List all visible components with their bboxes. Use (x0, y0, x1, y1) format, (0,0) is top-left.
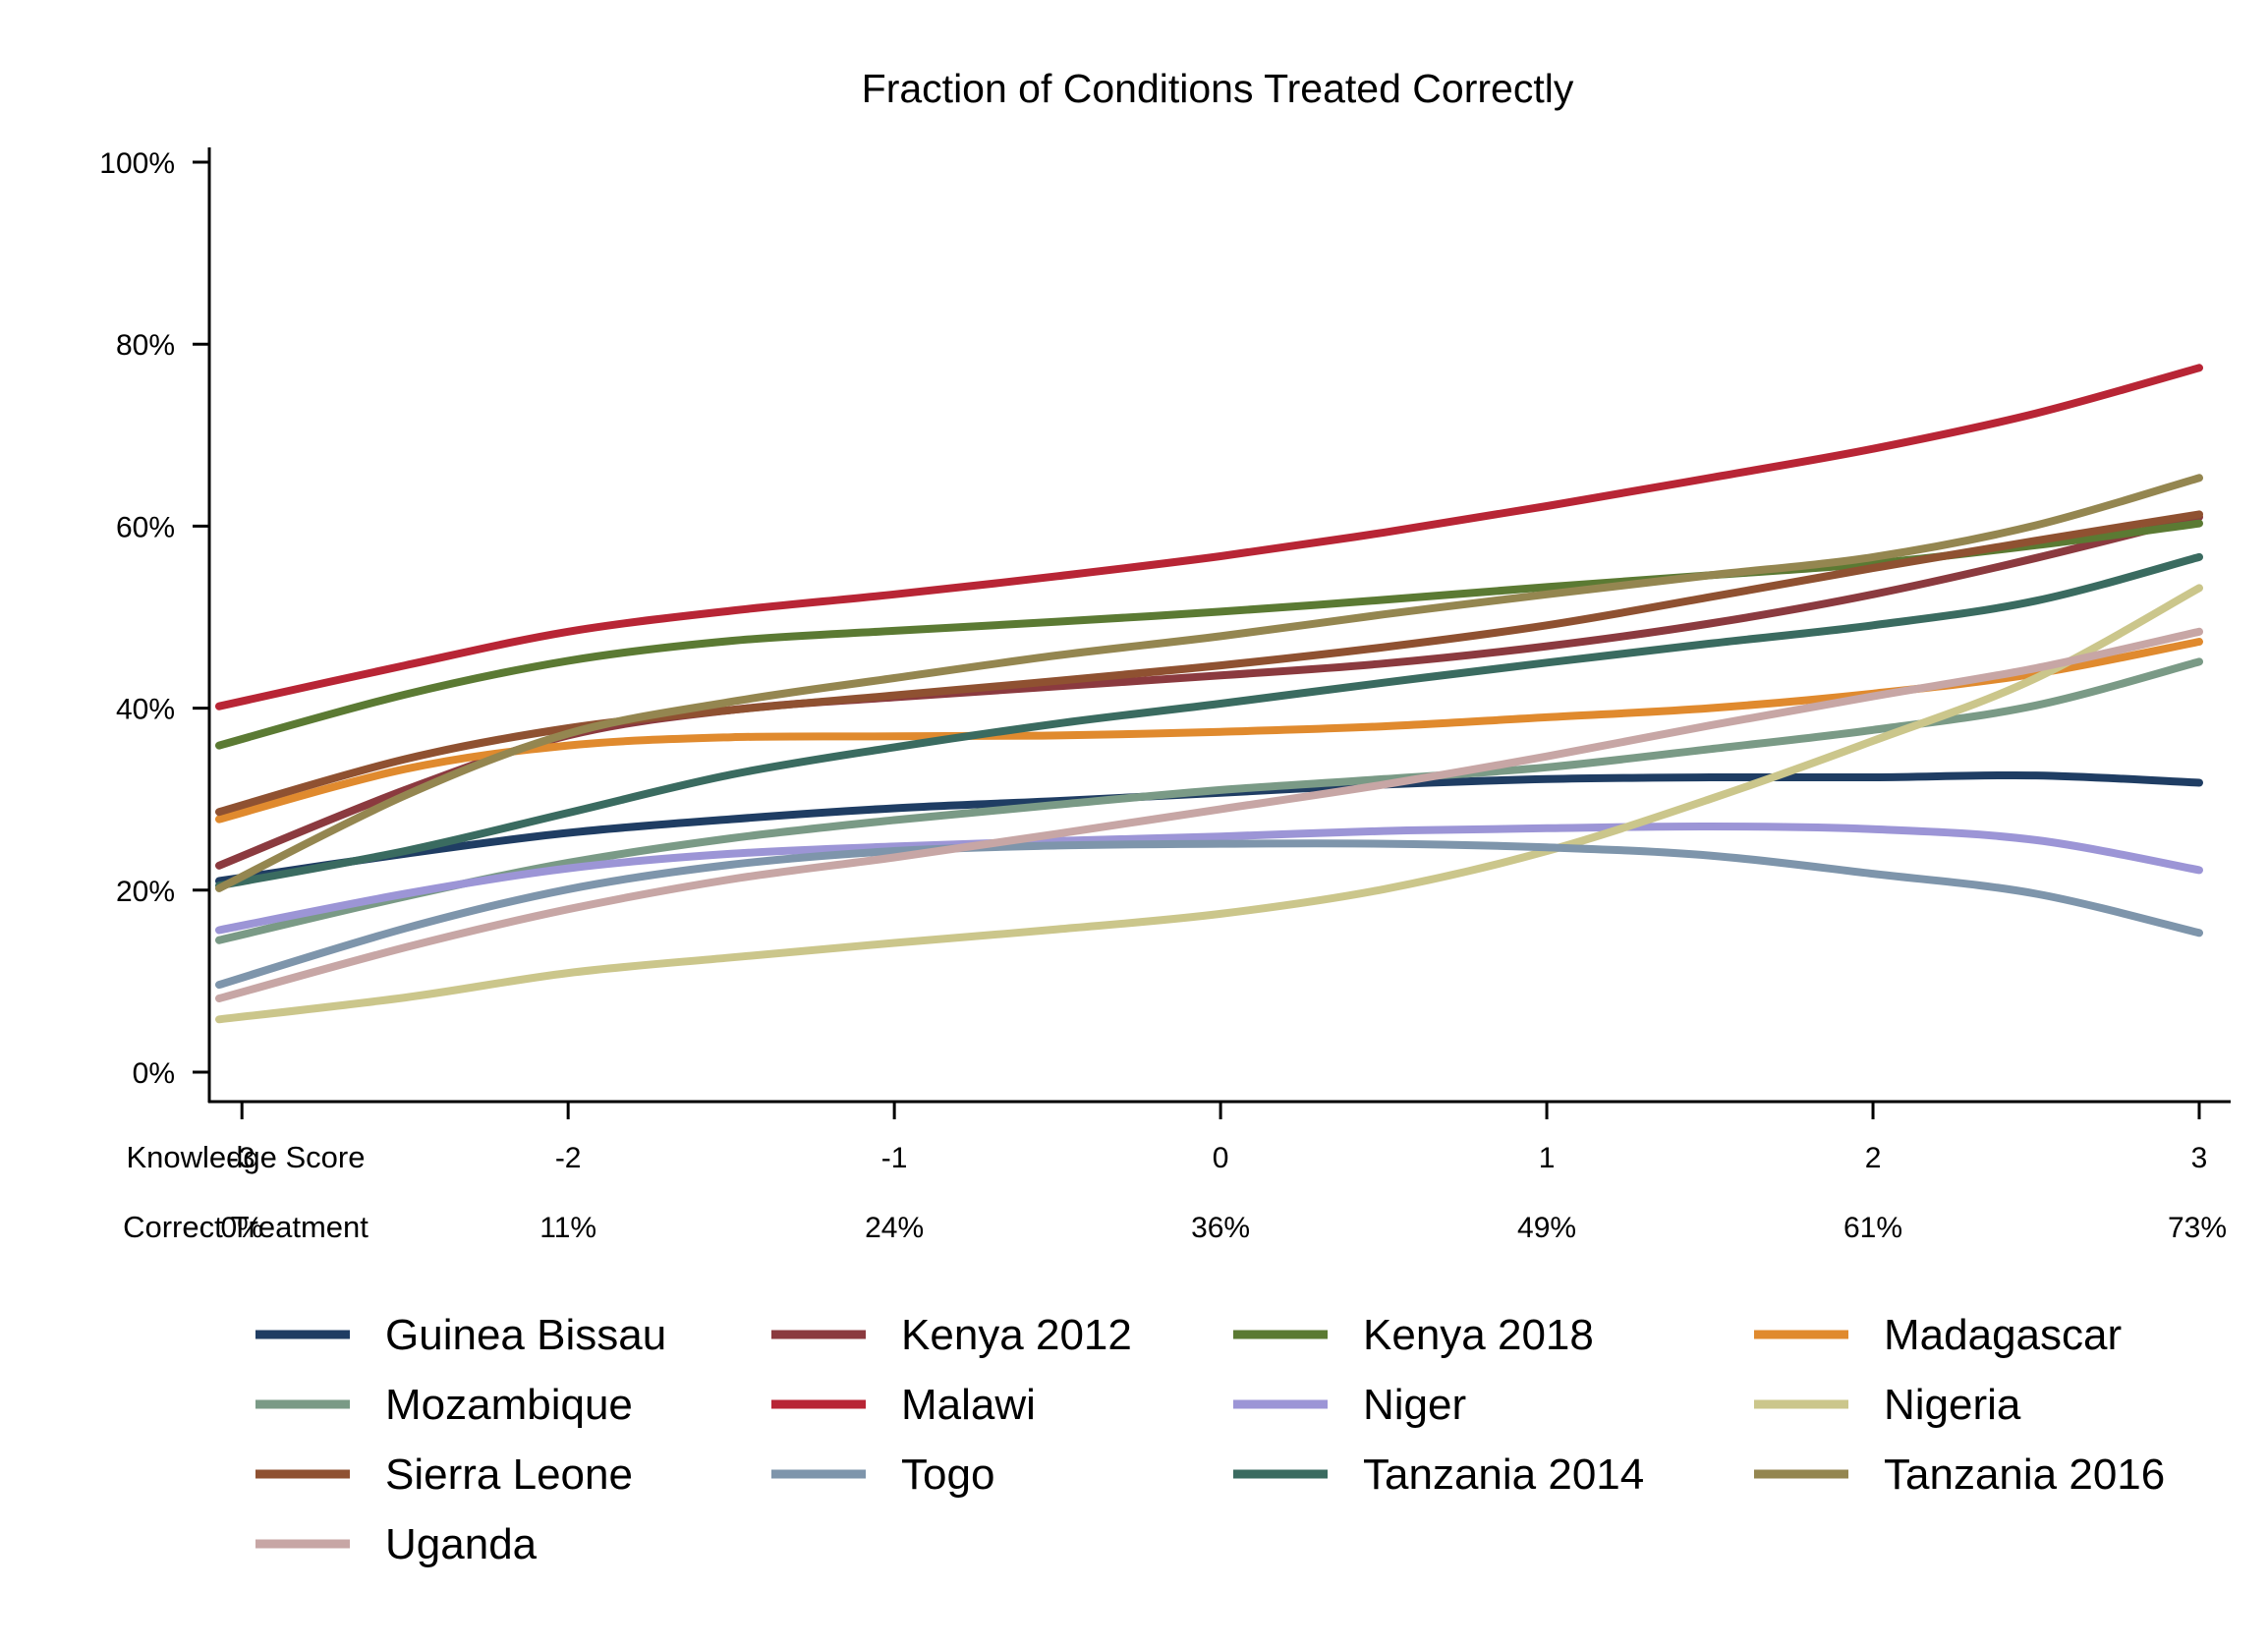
x-tick-label: 2 (1865, 1142, 1882, 1174)
series-line-malawi (215, 364, 2203, 711)
x-tick-rows: Knowledge Score-3 -2 -1 0 1 2 3 Correct Treatme… (123, 1140, 2227, 1244)
legend-label-mozambique: Mozambique (385, 1381, 633, 1429)
x-tick-label: 73% (2168, 1212, 2227, 1244)
legend-label-togo: Togo (901, 1450, 994, 1499)
series-line-sierra-leone (215, 510, 2203, 817)
x-row-label: Correct Treatment (123, 1210, 369, 1244)
series-line-niger (215, 822, 2203, 935)
series-lines (215, 364, 2203, 1024)
legend-label-niger: Niger (1363, 1381, 1466, 1429)
x-tick-label: 1 (1539, 1142, 1556, 1174)
x-tick-label: 11% (539, 1212, 596, 1244)
legend-label-tanzania-2016: Tanzania 2016 (1884, 1450, 2165, 1499)
x-ticks (240, 1102, 2201, 1119)
series-line-kenya-2018 (215, 519, 2203, 750)
x-tick-label: -1 (881, 1142, 908, 1174)
y-tick-label: 20% (116, 876, 175, 908)
series-line-togo (215, 839, 2203, 990)
x-tick-label: 61% (1843, 1212, 1902, 1244)
y-tick-label: 0% (133, 1057, 175, 1090)
y-tick-label: 40% (116, 694, 175, 726)
legend-label-tanzania-2014: Tanzania 2014 (1363, 1450, 1644, 1499)
series-line-tanzania-2014 (215, 552, 2203, 890)
series-line-uganda (215, 627, 2203, 1002)
x-tick-label: 0% (221, 1212, 263, 1244)
legend-label-nigeria: Nigeria (1884, 1381, 2021, 1429)
x-tick-label: 24% (865, 1212, 924, 1244)
legend-label-kenya-2012: Kenya 2012 (901, 1311, 1132, 1359)
legend-label-kenya-2018: Kenya 2018 (1363, 1311, 1594, 1359)
legend: Guinea Bissau Kenya 2012 Kenya 2018 Madagas… (255, 1311, 2165, 1568)
series-line-tanzania-2016 (215, 474, 2203, 892)
legend-label-malawi: Malawi (901, 1381, 1036, 1429)
x-tick-label: -2 (555, 1142, 582, 1174)
y-tick-label: 60% (116, 511, 175, 543)
legend-label-madagascar: Madagascar (1884, 1311, 2122, 1359)
y-tick-label: 100% (99, 147, 175, 180)
chart-title: Fraction of Conditions Treated Correctly (862, 66, 1574, 111)
legend-label-uganda: Uganda (385, 1520, 538, 1568)
series-line-nigeria (215, 584, 2203, 1024)
series-line-mozambique (215, 657, 2203, 944)
x-tick-label: 0 (1213, 1142, 1229, 1174)
x-row-label: Knowledge Score (127, 1140, 366, 1174)
y-tick-label: 80% (116, 329, 175, 362)
legend-label-guinea-bissau: Guinea Bissau (385, 1311, 666, 1359)
y-ticks: 0% 20% 40% 60% 80% 100% (99, 147, 209, 1090)
x-tick-label: 49% (1517, 1212, 1576, 1244)
x-tick-label: 3 (2191, 1142, 2208, 1174)
legend-label-sierra-leone: Sierra Leone (385, 1450, 633, 1499)
x-tick-label: -3 (229, 1142, 255, 1174)
x-tick-label: 36% (1191, 1212, 1250, 1244)
